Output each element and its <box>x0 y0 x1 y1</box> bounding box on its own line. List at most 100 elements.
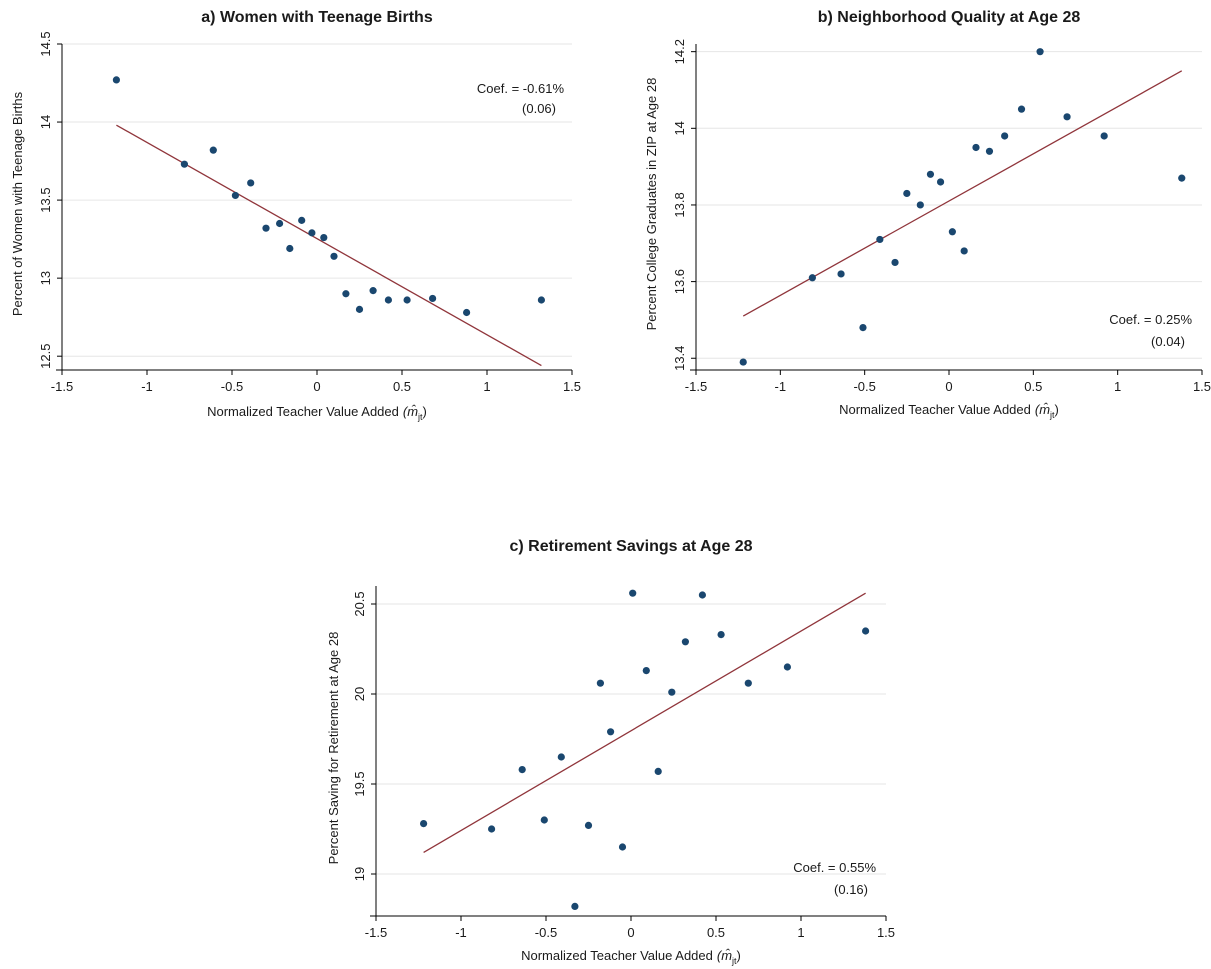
y-tick-label: 14 <box>38 115 53 129</box>
data-point <box>698 591 707 599</box>
data-point <box>783 663 792 671</box>
y-axis-label: Percent College Graduates in ZIP at Age … <box>644 78 659 331</box>
x-tick-label: 0.5 <box>1024 379 1042 394</box>
data-point <box>642 667 650 675</box>
data-point <box>342 290 350 298</box>
data-point <box>985 147 994 155</box>
chart-title: c) Retirement Savings at Age 28 <box>509 538 752 555</box>
data-point <box>837 270 845 278</box>
data-point <box>960 247 968 255</box>
data-point <box>618 843 627 851</box>
data-point <box>1178 174 1186 182</box>
standard-error-label: (0.06) <box>522 101 556 116</box>
data-point <box>209 146 217 154</box>
x-axis-label-subscript: jt <box>731 956 737 966</box>
x-tick-label: -1 <box>455 925 467 940</box>
fit-line <box>423 592 866 853</box>
y-tick-label: 13.5 <box>38 187 53 212</box>
data-point <box>557 753 565 761</box>
data-point <box>403 296 411 304</box>
coefficient-label: Coef. = 0.25% <box>1109 312 1192 327</box>
x-tick-label: -0.5 <box>853 379 875 394</box>
x-tick-label: -0.5 <box>535 925 557 940</box>
x-axis-label-close: ) <box>1055 402 1059 417</box>
x-axis-label-subscript: jt <box>417 412 423 422</box>
data-point <box>1036 48 1044 56</box>
data-point <box>429 294 437 303</box>
data-point <box>862 627 870 635</box>
y-axis-label: Percent of Women with Teenage Births <box>10 91 25 316</box>
data-point <box>1100 132 1108 140</box>
x-tick-label: 0.5 <box>707 925 725 940</box>
x-tick-label: 0 <box>313 379 320 394</box>
chart-title: a) Women with Teenage Births <box>201 9 433 26</box>
data-point <box>298 216 306 224</box>
data-point <box>369 287 377 295</box>
x-tick-label: -1 <box>141 379 153 394</box>
coefficient-label: Coef. = -0.61% <box>477 81 565 96</box>
data-point <box>607 728 615 736</box>
x-tick-label: 1.5 <box>563 379 581 394</box>
coefficient-label: Coef. = 0.55% <box>793 860 876 875</box>
data-point <box>629 589 637 597</box>
chart-title: b) Neighborhood Quality at Age 28 <box>818 9 1081 26</box>
data-point <box>262 224 270 232</box>
data-point <box>891 258 899 267</box>
panel-c-retirement-savings: -1.5 -1 -0.5 0 0.5 1 1.5 19 19.5 20 20.5 c) Retirem… <box>326 538 895 966</box>
data-point <box>739 358 747 366</box>
data-point <box>596 679 605 687</box>
data-point <box>903 189 911 198</box>
data-point <box>355 305 364 313</box>
data-point <box>876 235 884 244</box>
x-tick-label: 0 <box>945 379 952 394</box>
x-tick-label: 1 <box>1114 379 1121 394</box>
data-point <box>276 219 284 228</box>
data-point <box>859 323 867 332</box>
x-axis-label-math: (m̂ <box>1035 402 1050 417</box>
data-point <box>808 274 816 282</box>
fit-line <box>742 70 1183 317</box>
standard-error-label: (0.04) <box>1151 334 1185 349</box>
y-tick-label: 14.2 <box>672 39 687 64</box>
data-point <box>180 160 188 168</box>
y-tick-label: 14 <box>672 121 687 135</box>
x-axis-label: Normalized Teacher Value Added (m̂jt) <box>207 404 427 422</box>
data-point <box>330 252 338 260</box>
data-point <box>936 178 945 186</box>
y-tick-label: 14.5 <box>38 31 53 56</box>
data-point <box>972 143 980 152</box>
data-point <box>320 233 328 242</box>
data-point <box>926 170 935 178</box>
data-point <box>584 821 593 830</box>
x-axis-label: Normalized Teacher Value Added (m̂jt) <box>839 402 1059 420</box>
data-point <box>247 179 255 187</box>
x-tick-label: -1 <box>775 379 787 394</box>
panel-a-teen-births: -1.5 -1 -0.5 0 0.5 1 1.5 12.5 13 13.5 14 14.5 a) Wom… <box>10 9 581 422</box>
data-point <box>540 816 548 824</box>
data-point <box>668 688 676 696</box>
y-tick-label: 12.5 <box>38 344 53 369</box>
x-tick-label: 1 <box>483 379 490 394</box>
x-tick-label: 0 <box>627 925 634 940</box>
y-tick-label: 19.5 <box>352 771 367 796</box>
data-point <box>286 244 294 253</box>
y-tick-label: 13.6 <box>672 269 687 294</box>
x-axis-label-text: Normalized Teacher Value Added <box>207 404 399 419</box>
data-point <box>463 308 471 317</box>
x-axis-label-subscript: jt <box>1049 410 1055 420</box>
data-point <box>112 76 120 84</box>
fit-line <box>116 124 542 367</box>
x-tick-label: -0.5 <box>221 379 243 394</box>
data-point <box>518 766 526 774</box>
data-point <box>571 902 579 911</box>
data-point <box>420 820 428 828</box>
x-tick-label: 1 <box>797 925 804 940</box>
y-axis-label: Percent Saving for Retirement at Age 28 <box>326 632 341 865</box>
x-axis-label-close: ) <box>737 948 741 963</box>
y-tick-label: 13.4 <box>672 346 687 371</box>
data-point <box>488 825 496 833</box>
data-point <box>681 638 690 646</box>
x-tick-label: -1.5 <box>365 925 387 940</box>
y-tick-label: 13.8 <box>672 192 687 217</box>
